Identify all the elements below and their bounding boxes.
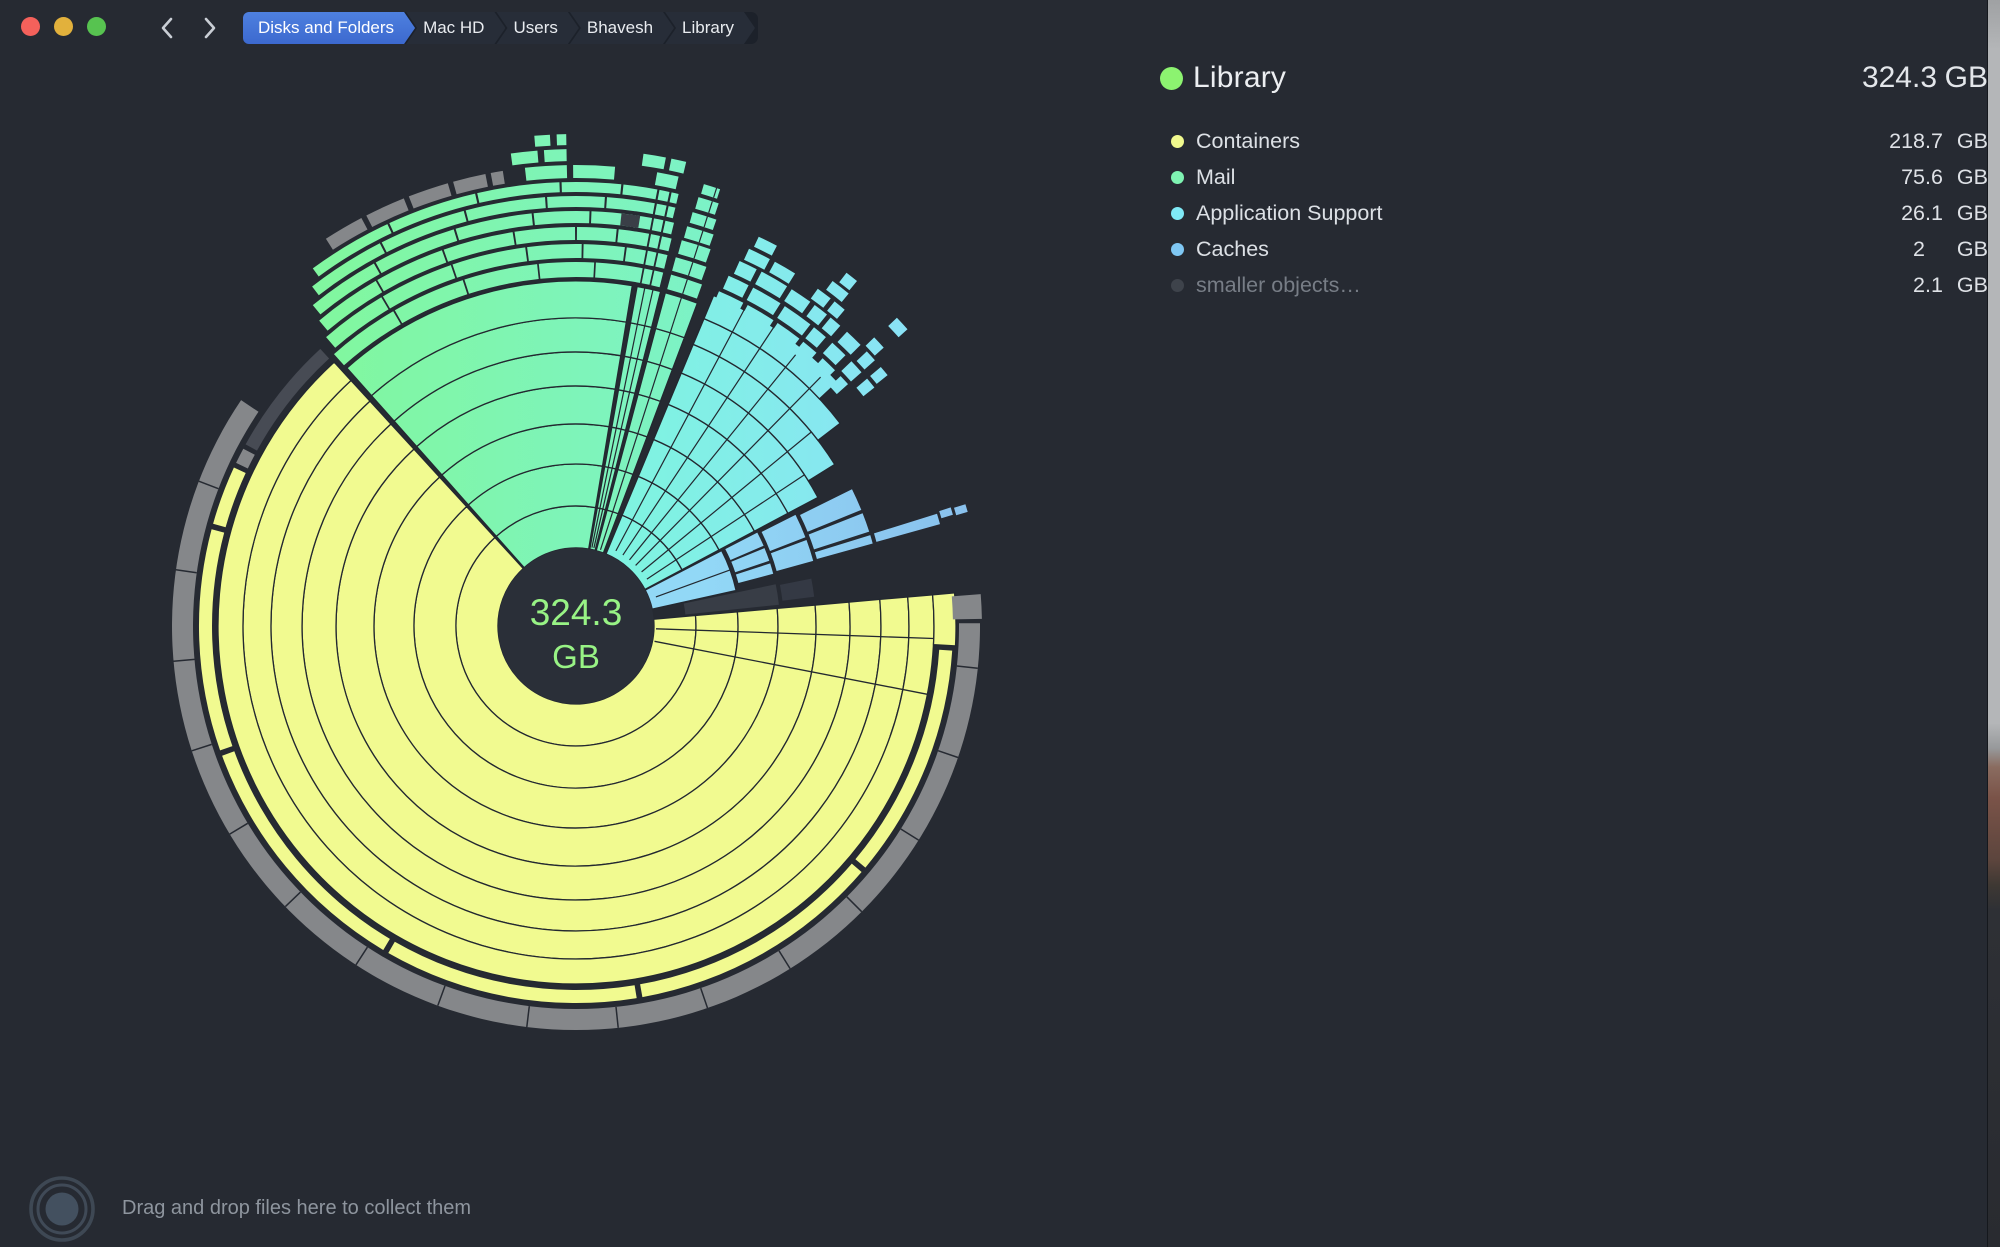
legend-item-size: 75.6 GB: [1901, 164, 1988, 189]
breadcrumb-item-library[interactable]: Library: [665, 12, 755, 44]
legend-row-smaller-objects-[interactable]: smaller objects… 2.1 GB: [1130, 267, 1988, 303]
back-button[interactable]: [155, 15, 181, 41]
legend-item-label: Mail: [1196, 164, 1236, 189]
legend-row-containers[interactable]: Containers 218.7 GB: [1130, 123, 1988, 159]
legend-color-dot: [1171, 206, 1184, 220]
background-window-sliver: [1987, 0, 2000, 1247]
breadcrumb-item-users[interactable]: Users: [496, 12, 578, 44]
zoom-button[interactable]: [87, 17, 106, 36]
segment-mail[interactable]: [312, 134, 721, 569]
title-bar: Disks and Folders Mac HD Users Bhavesh Libra…: [0, 0, 2000, 56]
breadcrumb-item-disks-and-folders[interactable]: Disks and Folders: [243, 12, 415, 44]
breadcrumb-item-mac-hd[interactable]: Mac HD: [406, 12, 505, 44]
legend-header[interactable]: Library 324.3 GB: [1130, 55, 1988, 101]
legend-item-size: 218.7 GB: [1889, 128, 1988, 153]
legend-panel: Library 324.3 GB Containers 218.7 GB Mail 75.…: [1130, 55, 1988, 303]
legend-color-dot: [1171, 278, 1184, 292]
library-color-dot: [1160, 66, 1183, 90]
segment-containers[interactable]: [172, 348, 982, 1031]
legend-title: Library: [1193, 61, 1287, 94]
legend-color-dot: [1171, 242, 1184, 256]
legend-item-size: 2.1 GB: [1913, 272, 1988, 297]
drop-hint-text: Drag and drop files here to collect them: [122, 1197, 472, 1219]
footer-bar: Drag and drop files here to collect them: [0, 1171, 1986, 1247]
chart-hub[interactable]: 324.3 GB: [498, 548, 654, 704]
segment-smaller-objects[interactable]: [683, 578, 815, 615]
legend-color-dot: [1171, 170, 1184, 184]
legend-item-label: Caches: [1196, 236, 1269, 261]
legend-row-caches[interactable]: Caches 2 GB: [1130, 231, 1988, 267]
legend-list: Containers 218.7 GB Mail 75.6 GB Application S…: [1130, 123, 1988, 303]
segment-application-support[interactable]: [605, 236, 908, 591]
chevron-left-icon: [161, 17, 173, 39]
legend-color-dot: [1171, 134, 1184, 148]
close-button[interactable]: [21, 17, 40, 36]
legend-item-label: smaller objects…: [1196, 272, 1361, 297]
chart-total-label: 324.3: [530, 592, 623, 633]
drop-target-icon: [29, 1176, 95, 1242]
forward-button[interactable]: [196, 15, 222, 41]
chevron-right-icon: [204, 17, 216, 39]
legend-item-size: 26.1 GB: [1901, 200, 1988, 225]
legend-item-size: 2 GB: [1913, 236, 1988, 261]
minimize-button[interactable]: [54, 17, 73, 36]
legend-item-label: Application Support: [1196, 200, 1383, 225]
collection-drop-target[interactable]: [26, 1173, 98, 1247]
legend-total-size: 324.3 GB: [1861, 61, 1988, 94]
segment-caches[interactable]: [644, 489, 968, 610]
legend-row-mail[interactable]: Mail 75.6 GB: [1130, 159, 1988, 195]
legend-row-application-support[interactable]: Application Support 26.1 GB: [1130, 195, 1988, 231]
breadcrumb-item-bhavesh[interactable]: Bhavesh: [570, 12, 674, 44]
chart-total-label: GB: [552, 638, 600, 675]
breadcrumb: Disks and Folders Mac HD Users Bhavesh Libra…: [243, 12, 759, 44]
legend-item-label: Containers: [1196, 128, 1300, 153]
